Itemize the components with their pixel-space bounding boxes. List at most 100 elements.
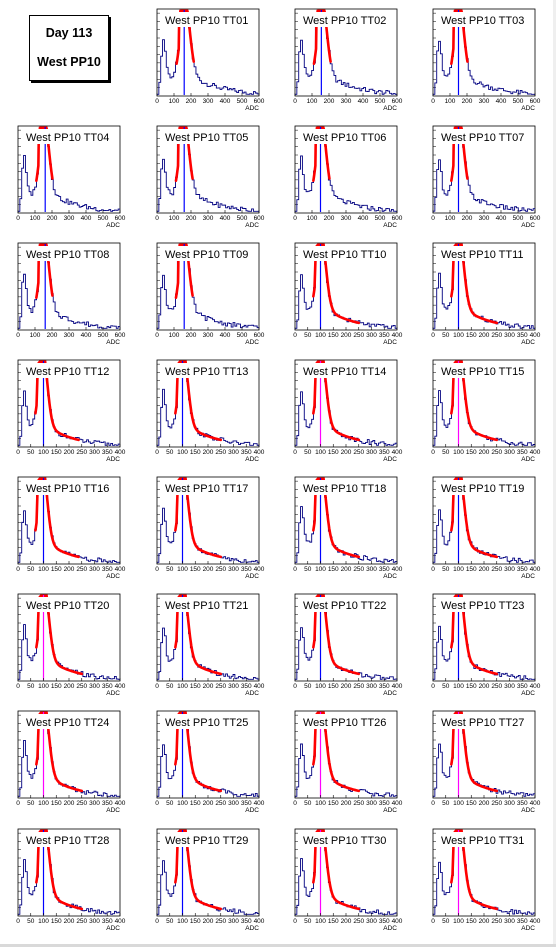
x-tick-label: 50: [166, 683, 174, 690]
chart-title: West PP10 TT12: [26, 366, 109, 378]
title-bg: [302, 246, 390, 261]
x-tick-label: 50: [304, 332, 312, 339]
window-edge-bottom: [0, 944, 556, 947]
x-axis-label: ADC: [245, 456, 259, 463]
x-tick-label: 50: [442, 683, 450, 690]
x-tick-label: 400: [115, 918, 126, 925]
x-tick-label: 200: [479, 800, 490, 807]
x-tick-label: 50: [304, 449, 312, 456]
x-tick-label: 250: [491, 918, 502, 925]
histogram-line: [432, 248, 535, 329]
x-tick-label: 300: [228, 683, 239, 690]
x-tick-label: 150: [466, 683, 477, 690]
window-edge-right: [553, 0, 556, 947]
fit-curve: [34, 477, 80, 559]
chart-19: West PP10 TT19 0 50 100 150 200 250 300 350 400AD…: [431, 476, 541, 580]
x-tick-label: 600: [530, 98, 541, 105]
x-tick-label: 0: [431, 449, 435, 456]
x-tick-label: 100: [177, 449, 188, 456]
x-tick-label: 200: [324, 98, 335, 105]
x-tick-label: 100: [307, 98, 318, 105]
x-axis-label: ADC: [245, 222, 259, 229]
chart-title: West PP10 TT08: [26, 249, 109, 261]
x-tick-label: 300: [366, 683, 377, 690]
chart-17: West PP10 TT17 0 50 100 150 200 250 300 350 400AD…: [155, 476, 265, 580]
x-tick-label: 0: [431, 332, 435, 339]
chart-31: West PP10 TT31 0 50 100 150 200 250 300 350 400AD…: [431, 828, 541, 932]
x-tick-label: 150: [51, 800, 62, 807]
title-bg: [25, 597, 113, 612]
x-tick-label: 350: [102, 683, 113, 690]
x-tick-label: 350: [517, 800, 528, 807]
x-tick-label: 400: [254, 800, 265, 807]
x-tick-label: 200: [479, 566, 490, 573]
x-tick-label: 150: [51, 918, 62, 925]
x-tick-label: 150: [466, 800, 477, 807]
chart-title: West PP10 TT27: [441, 717, 524, 729]
x-tick-label: 50: [166, 918, 174, 925]
x-axis-label: ADC: [521, 807, 535, 814]
title-bg: [440, 246, 528, 261]
x-tick-label: 150: [466, 918, 477, 925]
title-bg: [164, 597, 252, 612]
x-tick-label: 100: [315, 449, 326, 456]
x-tick-label: 250: [353, 449, 364, 456]
x-tick-label: 100: [30, 215, 41, 222]
histogram-line: [17, 131, 120, 212]
x-tick-label: 300: [64, 332, 75, 339]
x-tick-label: 250: [353, 332, 364, 339]
x-tick-label: 400: [220, 332, 231, 339]
x-tick-label: 400: [530, 449, 541, 456]
x-tick-label: 200: [203, 449, 214, 456]
title-bg: [440, 129, 528, 144]
x-tick-label: 0: [16, 566, 20, 573]
histogram-line: [156, 248, 259, 329]
x-tick-label: 400: [220, 98, 231, 105]
chart-title: West PP10 TT05: [165, 132, 248, 144]
x-tick-label: 400: [254, 449, 265, 456]
x-tick-label: 350: [102, 566, 113, 573]
x-axis-label: ADC: [521, 690, 535, 697]
x-tick-label: 0: [431, 683, 435, 690]
x-axis-label: ADC: [383, 925, 397, 932]
chart-title: West PP10 TT24: [26, 717, 109, 729]
x-tick-label: 0: [293, 215, 297, 222]
title-bg: [164, 246, 252, 261]
x-tick-label: 100: [453, 683, 464, 690]
x-tick-label: 150: [51, 566, 62, 573]
x-tick-label: 350: [241, 683, 252, 690]
x-tick-label: 200: [47, 215, 58, 222]
x-tick-label: 250: [491, 332, 502, 339]
x-tick-label: 300: [228, 800, 239, 807]
x-tick-label: 400: [496, 98, 507, 105]
x-axis-label: ADC: [521, 925, 535, 932]
x-axis-label: ADC: [106, 456, 120, 463]
chart-29: West PP10 TT29 0 50 100 150 200 250 300 350 400AD…: [155, 828, 265, 932]
x-tick-label: 250: [215, 800, 226, 807]
x-tick-label: 100: [169, 332, 180, 339]
x-tick-label: 50: [27, 449, 35, 456]
x-tick-label: 50: [27, 566, 35, 573]
chart-title: West PP10 TT17: [165, 483, 248, 495]
x-tick-label: 400: [254, 683, 265, 690]
x-axis-label: ADC: [383, 807, 397, 814]
x-axis-label: ADC: [383, 105, 397, 112]
x-tick-label: 0: [431, 566, 435, 573]
x-tick-label: 400: [115, 566, 126, 573]
x-tick-label: 400: [392, 683, 403, 690]
x-tick-label: 0: [293, 98, 297, 105]
fit-curve: [34, 360, 80, 442]
x-tick-label: 600: [392, 215, 403, 222]
x-tick-label: 150: [328, 918, 339, 925]
chart-30: West PP10 TT30 0 50 100 150 200 250 300 350 400AD…: [293, 828, 403, 932]
x-tick-label: 350: [241, 566, 252, 573]
day-label: Day 113: [45, 26, 93, 40]
x-tick-label: 400: [530, 332, 541, 339]
x-tick-label: 200: [341, 800, 352, 807]
histogram-line: [432, 14, 535, 95]
title-bg: [302, 597, 390, 612]
x-tick-label: 200: [64, 918, 75, 925]
